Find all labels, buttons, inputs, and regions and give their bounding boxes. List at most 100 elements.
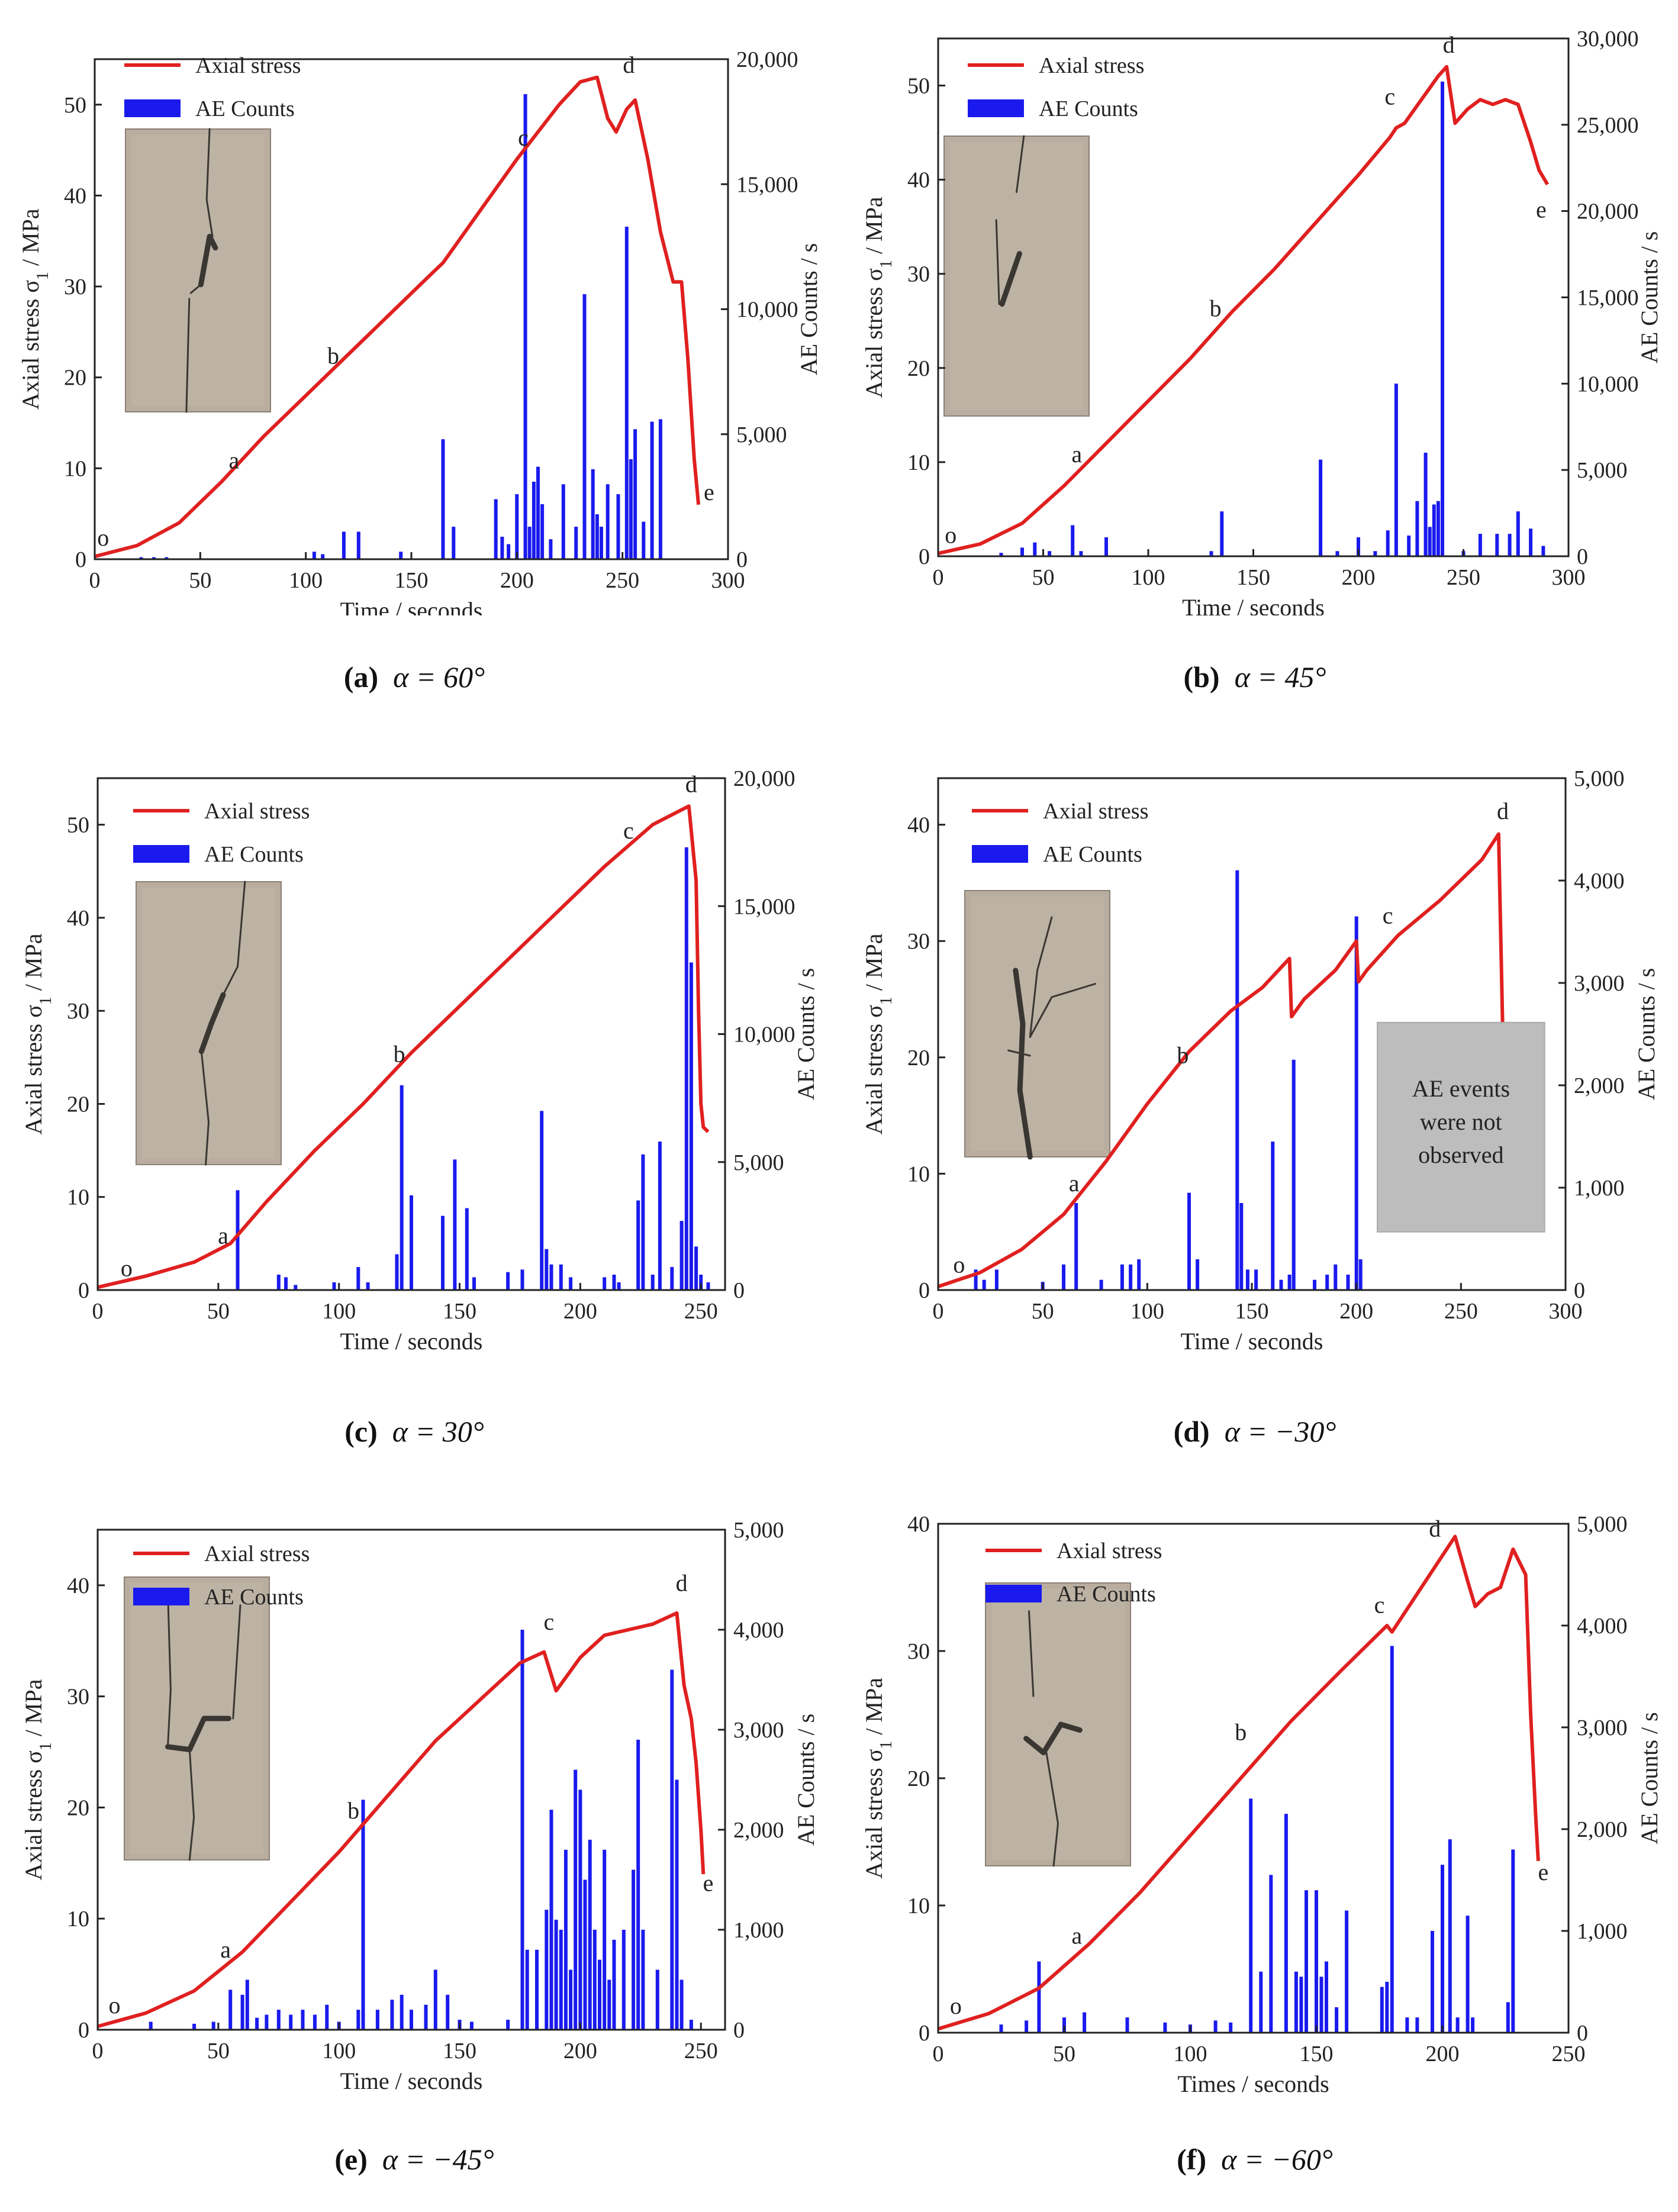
ae-bar-f-1 bbox=[1025, 2020, 1029, 2033]
photo-frame-a bbox=[125, 128, 271, 412]
ae-bar-e-38 bbox=[588, 1839, 592, 2030]
ae-bar-e-29 bbox=[545, 1910, 549, 2030]
ae-bar-d-18 bbox=[1287, 1275, 1291, 1290]
ae-bar-e-42 bbox=[607, 1979, 611, 2030]
x-tick-label-b-3: 150 bbox=[1236, 565, 1270, 590]
panel-a: 0 50 100 150 200 250 300 0 10 20 30 40 50 0 5,000 10,00… bbox=[0, 24, 829, 615]
yr-tick-label-f-5: 5,000 bbox=[1577, 1512, 1628, 1537]
ae-bar-c-6 bbox=[366, 1282, 370, 1290]
y-left-axis-label-b: Axial stress σ1 / MPa bbox=[861, 196, 896, 398]
stress-line-f bbox=[938, 1534, 1540, 2031]
photo-crack-b-2 bbox=[1016, 135, 1025, 194]
ae-bar-e-15 bbox=[361, 1800, 365, 2030]
ae-bar-d-1 bbox=[982, 1279, 986, 1290]
point-label-d-b: b bbox=[1177, 1042, 1189, 1069]
yr-tick-label-c-4: 20,000 bbox=[733, 766, 795, 791]
ae-bar-c-3 bbox=[294, 1285, 298, 1290]
legend-d: Axial stress AE Counts bbox=[972, 799, 1148, 867]
ae-bar-f-14 bbox=[1294, 1971, 1298, 2033]
ae-bar-c-21 bbox=[603, 1277, 607, 1290]
ae-bar-c-8 bbox=[400, 1085, 404, 1290]
x-tick-label-a-3: 150 bbox=[395, 568, 429, 593]
ae-bar-f-31 bbox=[1466, 1916, 1470, 2033]
ae-bar-a-12 bbox=[507, 544, 511, 559]
ae-bar-c-12 bbox=[465, 1208, 469, 1290]
ae-bar-b-21 bbox=[1441, 81, 1444, 556]
ae-bar-f-24 bbox=[1390, 1646, 1394, 2033]
ae-bar-a-29 bbox=[629, 459, 633, 559]
legend-c: Axial stress AE Counts bbox=[133, 799, 310, 867]
x-tick-label-d-2: 100 bbox=[1131, 1299, 1164, 1324]
ae-bars-c bbox=[236, 847, 710, 1291]
photo-texture-b bbox=[950, 142, 1083, 410]
yl-tick-label-c-4: 40 bbox=[67, 906, 89, 931]
x-tick-label-e-3: 150 bbox=[443, 2039, 476, 2063]
legend-ae-swatch-d bbox=[972, 845, 1028, 863]
ae-bar-f-11 bbox=[1259, 1971, 1263, 2033]
x-tick-label-c-3: 150 bbox=[443, 1299, 476, 1324]
axis-labels-b: Time / seconds Axial stress σ1 / MPa AE Co… bbox=[861, 196, 1663, 615]
ae-bar-a-9 bbox=[452, 527, 456, 559]
ae-bar-a-26 bbox=[606, 484, 610, 560]
ae-bar-a-7 bbox=[399, 552, 403, 559]
yr-tick-label-c-2: 10,000 bbox=[733, 1023, 795, 1047]
stress-line-a bbox=[94, 75, 701, 559]
ae-bar-e-31 bbox=[554, 1920, 558, 2030]
ticks-c: 0 50 100 150 200 250 0 10 20 30 40 50 0 5,000 10,000 15… bbox=[67, 766, 795, 1324]
chart-e: 0 50 100 150 200 250 0 10 20 30 40 0 1,000 2,000 3,000… bbox=[20, 1518, 819, 2094]
point-label-e-d: d bbox=[676, 1569, 688, 1596]
caption-f-alpha: α = −60° bbox=[1221, 2143, 1333, 2176]
y-left-axis-label-f: Axial stress σ1 / MPa bbox=[861, 1678, 896, 1879]
photo-crack-d-1 bbox=[1029, 983, 1096, 1038]
legend-ae-swatch-b bbox=[968, 99, 1024, 117]
point-label-c-d: d bbox=[685, 771, 697, 798]
axis-labels-e: Time / seconds Axial stress σ1 / MPa AE Co… bbox=[20, 1679, 819, 2094]
ae-bar-c-30 bbox=[684, 847, 688, 1290]
ae-bar-e-25 bbox=[506, 2020, 510, 2030]
legend-ae-swatch-a bbox=[124, 99, 181, 117]
x-tick-label-c-0: 0 bbox=[92, 1299, 104, 1324]
ae-bar-a-33 bbox=[658, 419, 662, 559]
ae-bar-d-23 bbox=[1346, 1275, 1350, 1290]
ae-bar-b-12 bbox=[1373, 551, 1377, 557]
caption-d-alpha: α = −30° bbox=[1224, 1415, 1336, 1448]
ae-bar-c-23 bbox=[617, 1282, 621, 1290]
point-label-f-d: d bbox=[1429, 1515, 1441, 1542]
ae-bar-e-22 bbox=[446, 1994, 450, 2030]
plot-frame-e bbox=[96, 1529, 726, 2031]
ae-bar-f-15 bbox=[1299, 1976, 1303, 2033]
ae-bar-c-15 bbox=[520, 1269, 524, 1290]
y-right-axis-label-c: AE Counts / s bbox=[793, 968, 819, 1100]
point-label-a-e: e bbox=[704, 479, 714, 505]
ae-bar-f-0 bbox=[999, 2024, 1003, 2033]
ae-bar-e-8 bbox=[276, 2010, 281, 2030]
ae-bar-d-7 bbox=[1120, 1264, 1124, 1291]
point-label-a-d: d bbox=[623, 51, 635, 78]
y-right-axis-label-d: AE Counts / s bbox=[1633, 968, 1660, 1100]
ae-bar-b-23 bbox=[1478, 534, 1482, 556]
ae-bar-c-17 bbox=[545, 1249, 549, 1290]
ae-bar-c-0 bbox=[236, 1190, 240, 1290]
point-label-e-c: c bbox=[544, 1608, 555, 1635]
point-labels-c: o a b c d bbox=[121, 771, 697, 1282]
ae-bar-e-5 bbox=[245, 1979, 249, 2030]
photo-crack-d-3 bbox=[1029, 916, 1053, 1038]
yl-tick-label-c-5: 50 bbox=[67, 813, 89, 838]
yl-tick-label-d-1: 10 bbox=[907, 1162, 930, 1186]
ae-bar-c-29 bbox=[679, 1221, 684, 1290]
yl-tick-label-d-0: 0 bbox=[919, 1278, 930, 1303]
ae-bar-c-22 bbox=[612, 1275, 616, 1290]
ae-bar-e-48 bbox=[655, 1969, 659, 2030]
ae-bar-b-0 bbox=[999, 553, 1003, 556]
ae-bar-e-4 bbox=[240, 1994, 244, 2030]
ae-bar-b-2 bbox=[1033, 542, 1037, 556]
ae-bar-a-32 bbox=[650, 421, 654, 559]
photo-crack-b-1 bbox=[995, 219, 1000, 305]
x-tick-label-b-4: 200 bbox=[1342, 565, 1376, 590]
ae-bar-f-2 bbox=[1037, 1961, 1041, 2033]
photo-crack-e-0 bbox=[165, 1716, 231, 1753]
legend-e: Axial stress AE Counts bbox=[133, 1542, 310, 1610]
ae-bar-a-6 bbox=[356, 531, 360, 559]
panel-b: 0 50 100 150 200 250 300 0 10 20 30 40 50 0 5,000 10,00… bbox=[840, 24, 1669, 615]
yr-tick-label-b-3: 15,000 bbox=[1577, 286, 1639, 311]
